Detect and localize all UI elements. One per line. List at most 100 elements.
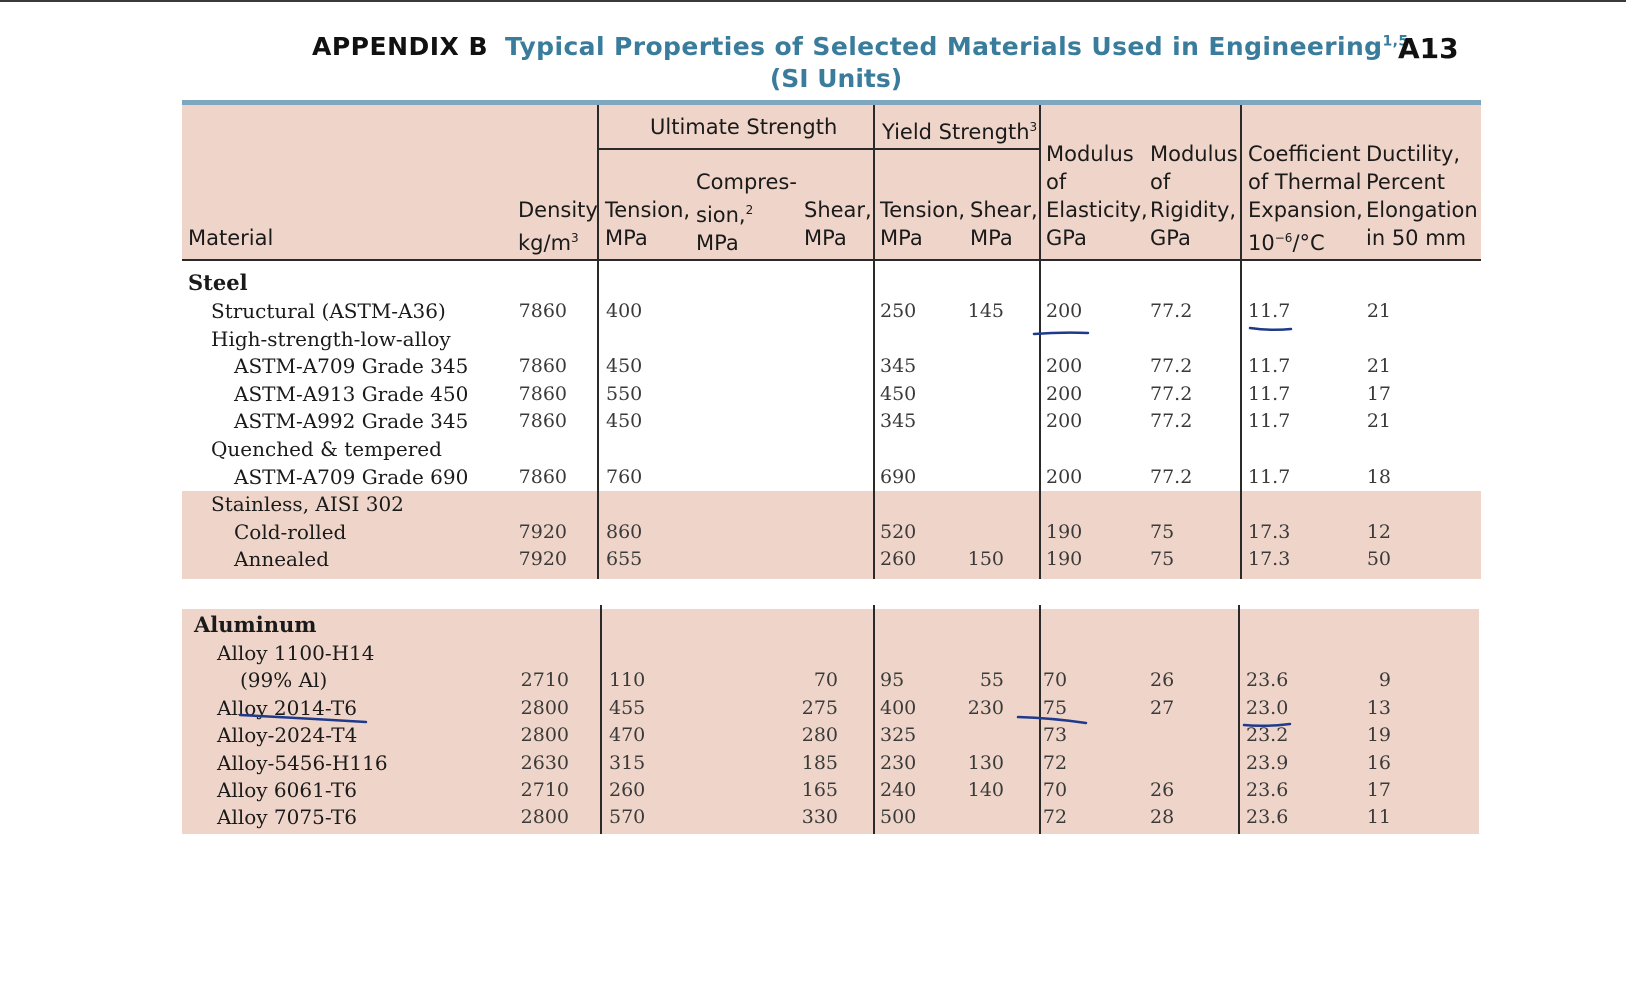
cell-alpha: 23.6 [1246,779,1289,801]
col-divider-1 [597,105,599,579]
title-footnote: 1,5 [1382,33,1409,50]
row-label: Cold-rolled [234,519,347,544]
cell-yield-shear: 130 [967,751,1004,774]
row-label: Stainless, AISI 302 [211,492,404,517]
cell-ult-tension: 655 [606,548,643,571]
cell-ult-shear: 165 [801,779,838,801]
cell-ult-tension: 455 [609,696,646,719]
header-ductility: Ductility, Percent Elongation in 50 mm [1366,140,1478,252]
cell-ductility: 21 [1366,355,1391,378]
header-ultimate-strength: Ultimate Strength [650,115,838,139]
yield-tension-line-1: Tension, [880,198,966,222]
ult-compression-line-3: MPa [696,231,739,255]
cell-ult-shear: 275 [801,696,838,719]
ult-shear-line-2: MPa [804,226,847,250]
cell-ductility: 13 [1366,696,1391,719]
cell-density: 2800 [520,696,569,719]
header-density: Density kg/m3 [518,196,598,257]
cell-yield-tension: 250 [880,300,917,322]
header-ult-shear: Shear, MPa [804,196,872,252]
cell-ult-tension: 315 [609,751,646,774]
col-divider-1-al [600,605,602,834]
cell-modulus-e: 200 [1046,465,1083,488]
cell-alpha: 23.6 [1246,806,1289,829]
ult-tension-line-2: MPa [605,226,648,250]
cell-ult-tension: 400 [606,300,643,322]
cell-yield-shear: 55 [979,669,1004,692]
page-title: Typical Properties of Selected Materials… [505,32,1408,61]
ult-compression-sion: sion, [696,203,746,227]
stainless-band [182,491,1481,579]
cell-modulus-g: 77.2 [1150,410,1193,433]
header-ult-tension: Tension, MPa [605,196,690,252]
cell-ductility: 18 [1366,465,1391,488]
cell-modulus-e: 70 [1042,669,1068,692]
cell-ult-shear: 330 [801,806,838,829]
density-line-1: Density [518,198,598,222]
cell-modulus-g: 77.2 [1150,382,1193,405]
density-line-2: kg/m3 [518,224,598,257]
header-modulus-elasticity: Modulus of Elasticity, GPa [1046,140,1148,252]
cell-modulus-e: 200 [1046,355,1083,378]
cell-ductility: 17 [1366,382,1391,405]
cell-yield-shear: 150 [967,548,1004,571]
cell-modulus-e: 73 [1042,724,1068,747]
row-label: Annealed [234,547,329,572]
header-yield-tension: Tension, MPa [880,196,965,252]
header-yield-strength: Yield Strength3 [882,113,1037,146]
header-modulus-rigidity: Modulus of Rigidity, GPa [1150,140,1238,252]
cell-yield-tension: 520 [880,520,917,543]
cell-yield-tension: 450 [880,382,917,405]
row-label: High-strength-low-alloy [211,326,451,351]
cell-modulus-g: 75 [1150,548,1175,571]
cell-ductility: 16 [1366,751,1391,774]
table-header-band [182,105,1481,260]
cell-ductility: 9 [1378,669,1391,692]
cell-density: 7920 [518,548,567,571]
cell-ductility: 11 [1366,806,1391,829]
cell-modulus-e: 200 [1046,300,1083,322]
cell-yield-shear: 145 [967,300,1004,322]
page-title-text: Typical Properties of Selected Materials… [505,32,1383,61]
mod-e-line-2: of [1046,170,1067,194]
cell-ductility: 19 [1366,724,1391,747]
cell-modulus-g: 26 [1150,669,1175,692]
cell-yield-tension: 95 [880,669,905,692]
alpha-exp: −6 [1274,231,1293,245]
ult-shear-line-1: Shear, [804,198,872,222]
cell-density: 2800 [520,724,569,747]
cell-ult-tension: 860 [606,520,643,543]
col-divider-3 [1039,105,1041,579]
cell-density: 7860 [518,410,567,433]
cell-density: 7860 [518,465,567,488]
yield-strength-text: Yield Strength [882,120,1030,144]
cell-ductility: 17 [1366,779,1391,801]
row-label: ASTM-A709 Grade 690 [234,464,469,489]
cell-modulus-e: 72 [1042,751,1068,774]
ductility-line-3: Elongation [1366,198,1478,222]
cell-ult-shear: 280 [801,724,838,747]
cell-yield-tension: 500 [880,806,917,829]
ult-compression-footnote: 2 [745,203,754,217]
aluminum-band [182,609,1479,834]
cell-ductility: 21 [1366,300,1391,322]
mod-g-line-1: Modulus [1150,142,1238,166]
cell-alpha: 11.7 [1248,382,1291,405]
cell-modulus-g: 28 [1150,806,1175,829]
cell-density: 7860 [518,355,567,378]
cell-yield-shear: 140 [967,779,1004,801]
cell-alpha: 11.7 [1248,355,1291,378]
page-subtitle: (SI Units) [769,64,903,93]
cell-ductility: 12 [1366,520,1391,543]
cell-yield-shear: 230 [967,696,1004,719]
row-label: ASTM-A992 Grade 345 [234,409,469,434]
alpha-line-1: Coefficient [1248,142,1361,166]
cell-density: 2630 [520,751,569,774]
mod-e-line-1: Modulus [1046,142,1134,166]
cell-ult-shear: 185 [801,751,838,774]
cell-modulus-e: 200 [1046,410,1083,433]
alpha-line-3: Expansion, [1248,198,1363,222]
cell-yield-tension: 345 [880,355,917,378]
cell-modulus-g: 27 [1150,696,1175,719]
row-label: ASTM-A709 Grade 345 [234,354,469,379]
